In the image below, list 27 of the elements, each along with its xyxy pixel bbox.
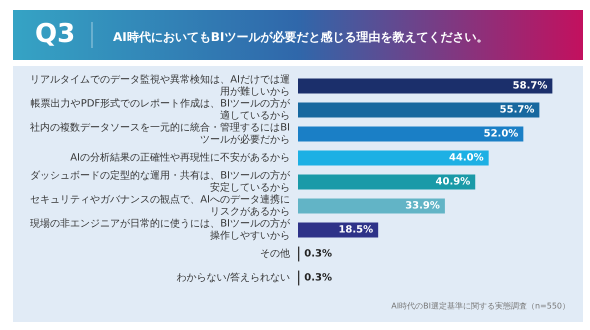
data-label: 0.3% — [304, 248, 332, 260]
y-tick-label: AIの分析結果の正確性や再現性に不安があるから — [70, 152, 290, 164]
data-label: 0.3% — [304, 272, 332, 284]
y-tick-label: 帳票出力やPDF形式でのレポート作成は、BIツールの方が適しているから — [30, 98, 291, 122]
y-tick-label: リアルタイムでのデータ監視や異常検知は、AIだけでは運用が難しいから — [30, 74, 290, 98]
bar — [298, 126, 524, 142]
data-label: 18.5% — [338, 224, 374, 236]
y-tick-label: ダッシュボードの定型的な運用・共有は、BIツールの方が安定しているから — [30, 170, 291, 194]
data-label: 40.9% — [436, 176, 470, 188]
y-tick-label: 現場の非エンジニアが日常的に使うには、BIツールの方が操作しやすいから — [30, 218, 291, 242]
bar — [298, 102, 540, 118]
text: AI時代のBI選定基準に関する実態調査（n=550） — [391, 302, 570, 310]
data-label: 55.7% — [500, 104, 534, 116]
y-tick-label: その他 — [260, 248, 290, 260]
data-label: 52.0% — [484, 128, 518, 140]
chart-title: AI時代においてもBIツールが必要だと感じる理由を教えてください。 — [113, 30, 488, 44]
bar — [298, 174, 476, 190]
bar — [298, 198, 445, 214]
data-label: 44.0% — [448, 152, 484, 164]
y-tick-label: 社内の複数データソースを一元的に統合・管理するにはBIツールが必要だから — [30, 122, 290, 146]
y-tick-label: セキュリティやガバナンスの観点で、AIへのデータ連携にリスクがあるから — [30, 194, 290, 218]
text: Q3 — [35, 19, 76, 49]
bar — [298, 150, 489, 166]
bar — [298, 78, 552, 94]
data-label: 58.7% — [512, 80, 548, 92]
y-tick-label: わからない/答えられない — [176, 272, 290, 284]
data-label: 33.9% — [405, 200, 440, 212]
